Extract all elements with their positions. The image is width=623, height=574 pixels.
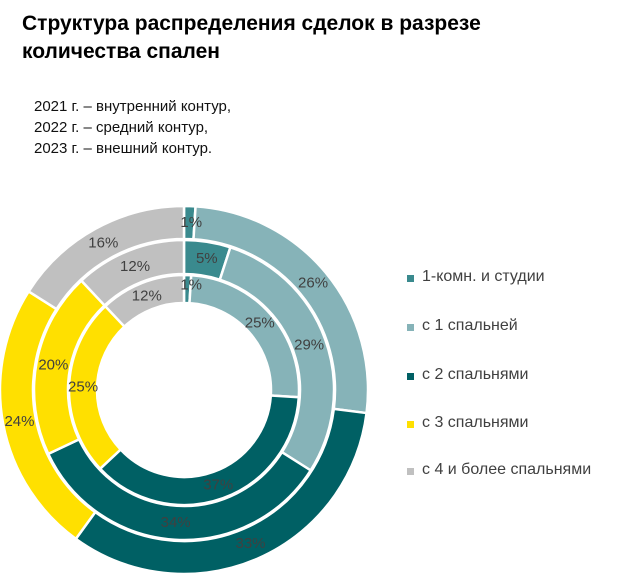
chart-subtitle: 2021 г. – внутренний контур, 2022 г. – с… xyxy=(34,96,231,159)
subtitle-line-2021: 2021 г. – внутренний контур, xyxy=(34,98,232,115)
legend-swatch-2-bedrooms xyxy=(407,373,414,380)
legend-label-3-bedrooms: с 3 спальнями xyxy=(422,414,529,431)
data-label-2021-2-bedrooms: 37% xyxy=(203,477,233,494)
legend-swatch-studio xyxy=(407,275,414,282)
subtitle-line-2022: 2022 г. – средний контур, xyxy=(34,119,209,136)
data-label-2021-3-bedrooms: 25% xyxy=(68,378,98,395)
data-label-2021-1-bedroom: 25% xyxy=(245,315,275,332)
legend-label-4-plus-bedrooms: с 4 и более спальнями xyxy=(422,461,592,478)
legend-label-2-bedrooms: с 2 спальнями xyxy=(422,366,529,383)
data-label-2021-4-plus-bedrooms: 12% xyxy=(132,288,162,305)
legend-label-studio: 1-комн. и студии xyxy=(422,268,545,285)
legend-swatch-4-plus-bedrooms xyxy=(407,468,414,475)
data-label-2021-studio: 1% xyxy=(180,277,202,294)
data-label-2022-1-bedroom: 29% xyxy=(294,336,324,353)
data-label-2023-3-bedrooms: 24% xyxy=(4,413,34,430)
data-label-2023-2-bedrooms: 33% xyxy=(236,535,266,552)
data-label-2022-2-bedrooms: 34% xyxy=(161,514,191,531)
subtitle-line-2023: 2023 г. – внешний контур. xyxy=(34,140,213,157)
chart-title: Структура распределения сделок в разрезе… xyxy=(22,12,481,63)
slice-2023-4-plus-bedrooms xyxy=(27,204,186,311)
data-label-2023-1-bedroom: 26% xyxy=(298,275,328,292)
legend-swatch-3-bedrooms xyxy=(407,421,414,428)
legend-swatch-1-bedroom xyxy=(407,324,414,331)
legend-label-1-bedroom: с 1 спальней xyxy=(422,317,518,334)
data-label-2022-4-plus-bedrooms: 12% xyxy=(120,258,150,275)
data-label-2023-studio: 1% xyxy=(180,214,202,231)
data-label-2022-studio: 5% xyxy=(196,250,218,267)
data-label-2022-3-bedrooms: 20% xyxy=(38,357,68,374)
data-label-2023-4-plus-bedrooms: 16% xyxy=(88,235,118,252)
